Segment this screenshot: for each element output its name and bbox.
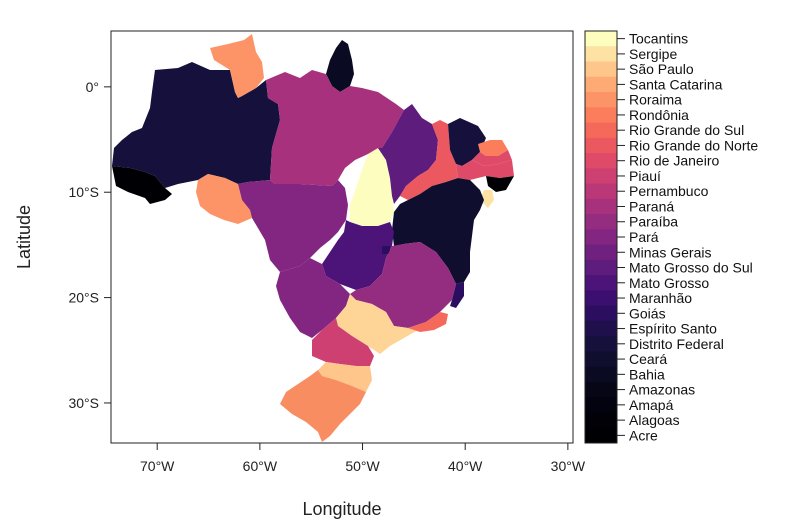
state-rondonia[interactable] <box>196 174 252 224</box>
y-tick-label: 0° <box>86 79 99 95</box>
legend-label: Bahia <box>629 366 665 382</box>
legend-swatch <box>585 214 617 230</box>
states-layer <box>112 34 514 442</box>
state-alagoas[interactable] <box>486 176 514 192</box>
state-minas-gerais[interactable] <box>350 242 456 328</box>
legend-label: Mato Grosso <box>629 275 709 291</box>
state-sao-paulo[interactable] <box>336 294 418 354</box>
legend-label: São Paulo <box>629 61 694 77</box>
state-roraima[interactable] <box>210 34 264 98</box>
legend-label: Alagoas <box>629 412 680 428</box>
legend-label: Paraíba <box>629 214 678 230</box>
state-rio-grande-do-norte[interactable] <box>478 140 508 156</box>
y-axis-title: Latitude <box>14 205 34 269</box>
state-bahia[interactable] <box>392 178 484 284</box>
legend-swatch <box>585 183 617 200</box>
legend-label: Maranhão <box>629 290 692 306</box>
legend-frame <box>584 30 618 444</box>
legend-swatch <box>585 46 617 63</box>
legend-swatch <box>585 381 617 398</box>
legend-label: Distrito Federal <box>629 336 724 352</box>
legend-swatch <box>585 305 617 322</box>
state-mato-grosso[interactable] <box>238 180 348 272</box>
state-tocantins[interactable] <box>350 148 394 226</box>
legend-swatch <box>585 412 617 429</box>
legend-label: Pará <box>629 229 659 245</box>
state-parana[interactable] <box>312 318 374 366</box>
state-santa-catarina[interactable] <box>318 362 372 392</box>
state-maranhao[interactable] <box>378 104 438 204</box>
legend-label: Piauí <box>629 168 661 184</box>
x-tick-label: 40°W <box>448 458 483 474</box>
legend-label: Amapá <box>629 397 674 413</box>
legend-swatch <box>585 397 617 413</box>
legend-swatch <box>585 351 617 368</box>
legend-swatch <box>585 198 617 215</box>
state-para[interactable] <box>266 70 404 186</box>
legend-label: Rio de Janeiro <box>629 153 719 169</box>
x-tick-label: 70°W <box>140 458 175 474</box>
legend-label: Espírito Santo <box>629 321 717 337</box>
x-tick-label: 60°W <box>243 458 278 474</box>
legend-swatch <box>585 31 617 47</box>
legend-label: Minas Gerais <box>629 244 711 260</box>
state-acre[interactable] <box>112 166 172 204</box>
state-mato-grosso-do-sul[interactable] <box>276 258 350 338</box>
state-ceara[interactable] <box>448 118 486 166</box>
legend-label: Tocantins <box>629 31 688 47</box>
legend-swatch <box>585 92 617 108</box>
legend-label: Rio Grande do Sul <box>629 122 744 138</box>
x-tick-label: 50°W <box>345 458 380 474</box>
legend-swatch <box>585 259 617 276</box>
legend-label: Santa Catarina <box>629 76 723 92</box>
y-tick-label: 10°S <box>68 184 99 200</box>
y-tick-label: 30°S <box>68 395 99 411</box>
legend-label: Rondônia <box>629 107 689 123</box>
legend-label: Mato Grosso do Sul <box>629 260 753 276</box>
state-rio-de-janeiro[interactable] <box>408 312 448 332</box>
legend-swatch <box>585 168 617 185</box>
x-axis: 70°W 60°W 50°W 40°W 30°W <box>140 443 586 474</box>
state-paraiba[interactable] <box>472 150 512 166</box>
legend-swatch <box>585 366 617 383</box>
state-pernambuco[interactable] <box>456 160 514 180</box>
legend-swatch <box>585 336 617 352</box>
plot-frame <box>110 30 574 444</box>
legend-label: Paraná <box>629 198 674 214</box>
legend-swatch <box>585 122 617 139</box>
legend-label: Sergipe <box>629 46 677 62</box>
legend-swatch <box>585 244 617 261</box>
legend-label: Ceará <box>629 351 667 367</box>
x-axis-title: Longitude <box>302 499 381 519</box>
state-distrito-federal[interactable] <box>382 246 390 254</box>
legend-swatch <box>585 290 617 307</box>
state-goias[interactable] <box>322 220 394 290</box>
legend-label: Goiás <box>629 305 666 321</box>
state-rio-grande-do-sul[interactable] <box>280 370 366 442</box>
legend-label: Amazonas <box>629 382 695 398</box>
x-tick-label: 30°W <box>551 458 586 474</box>
y-tick-label: 20°S <box>68 290 99 306</box>
state-amazonas[interactable] <box>112 62 280 188</box>
legend-swatch <box>585 76 617 93</box>
legend-swatch <box>585 61 617 78</box>
legend-swatch <box>585 427 617 444</box>
legend-label: Roraima <box>629 92 682 108</box>
legend-swatch <box>585 275 617 291</box>
y-axis: 0° 10°S 20°S 30°S <box>68 79 111 411</box>
state-amapa[interactable] <box>326 40 354 92</box>
legend-swatch <box>585 320 617 337</box>
legend-swatch <box>585 153 617 169</box>
legend-label: Acre <box>629 427 658 443</box>
legend-swatch <box>585 137 617 154</box>
state-espirito-santo[interactable] <box>450 282 464 308</box>
state-piaui[interactable] <box>400 120 458 200</box>
legend-label: Rio Grande do Norte <box>629 137 758 153</box>
legend-swatch <box>585 107 617 124</box>
legend-label: Pernambuco <box>629 183 709 199</box>
state-sergipe[interactable] <box>480 190 494 208</box>
legend-swatch <box>585 229 617 246</box>
